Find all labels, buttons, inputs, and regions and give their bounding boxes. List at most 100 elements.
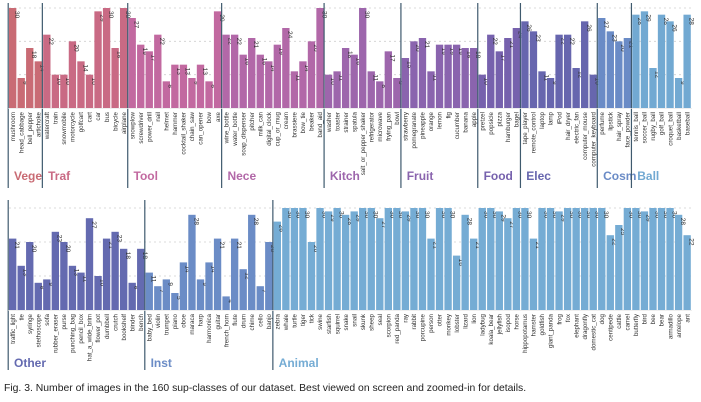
bar bbox=[444, 208, 452, 310]
value-label: 26 bbox=[670, 24, 677, 32]
bar bbox=[119, 8, 128, 108]
value-label: 21 bbox=[13, 242, 20, 250]
category-label: computer_keyboard bbox=[590, 111, 597, 166]
figure-caption: Fig. 3. Number of images in the 160 sup-… bbox=[4, 383, 527, 394]
bar bbox=[683, 235, 691, 310]
value-label: 17 bbox=[150, 54, 157, 62]
category-label: watercraft bbox=[44, 112, 51, 140]
bar bbox=[393, 78, 401, 108]
value-label: 30 bbox=[337, 211, 344, 219]
bar bbox=[495, 211, 503, 310]
category-label: lion bbox=[471, 313, 478, 323]
bar bbox=[538, 71, 546, 108]
category-label: beaker bbox=[309, 112, 316, 131]
value-label: 30 bbox=[653, 211, 660, 219]
value-label: 18 bbox=[346, 51, 353, 59]
value-label: 9 bbox=[47, 282, 54, 286]
category-label: zebra bbox=[275, 313, 282, 329]
category-label: purse bbox=[61, 313, 68, 329]
category-label: croquet_ball bbox=[667, 112, 674, 146]
category-label: wine_bottle bbox=[223, 111, 230, 144]
bar bbox=[393, 208, 401, 310]
category-label: bookshelf bbox=[121, 314, 128, 341]
category-label: bell_pepper bbox=[27, 112, 34, 144]
group-label: Ball bbox=[637, 169, 659, 183]
value-label: 23 bbox=[611, 34, 618, 42]
bar bbox=[128, 282, 136, 310]
category-label: soccer_ball bbox=[642, 112, 649, 143]
value-label: 11 bbox=[150, 276, 157, 283]
category-label: antelope bbox=[676, 313, 683, 337]
category-label: power_drill bbox=[146, 112, 153, 142]
value-label: 22 bbox=[611, 238, 618, 246]
category-label: banjo bbox=[266, 313, 273, 329]
bar bbox=[470, 48, 478, 108]
bar bbox=[470, 238, 478, 310]
bar bbox=[512, 28, 521, 108]
value-label: 30 bbox=[594, 211, 601, 219]
category-label: microwave bbox=[377, 111, 384, 141]
bar bbox=[60, 242, 68, 310]
bar bbox=[68, 265, 77, 310]
value-label: 9 bbox=[551, 81, 558, 85]
group-label: Nece bbox=[227, 169, 256, 183]
category-label: perfume bbox=[599, 111, 606, 134]
value-label: 27 bbox=[380, 221, 387, 229]
value-label: 21 bbox=[534, 242, 541, 250]
group-label: Inst bbox=[151, 356, 172, 370]
value-label: 9 bbox=[192, 81, 199, 85]
value-label: 11 bbox=[431, 74, 438, 81]
value-label: 9 bbox=[201, 282, 208, 286]
value-label: 30 bbox=[13, 11, 20, 19]
category-label: flute bbox=[232, 313, 239, 325]
category-label: bicycle bbox=[112, 111, 119, 130]
bar bbox=[9, 238, 17, 310]
category-label: band_aid bbox=[317, 111, 324, 137]
bar bbox=[324, 74, 333, 108]
bar bbox=[171, 64, 179, 108]
category-label: spatula bbox=[351, 111, 358, 132]
value-label: 26 bbox=[585, 24, 592, 32]
value-label: 21 bbox=[423, 41, 430, 49]
group-label: Elec bbox=[526, 169, 551, 183]
bar bbox=[435, 208, 444, 310]
value-label: 10 bbox=[329, 78, 336, 86]
bar bbox=[68, 41, 77, 109]
bar bbox=[529, 238, 538, 310]
bar bbox=[111, 231, 119, 310]
category-label: bow bbox=[206, 111, 213, 123]
value-label: 30 bbox=[107, 11, 114, 19]
value-label: 30 bbox=[414, 211, 421, 219]
bar bbox=[410, 208, 418, 310]
bar bbox=[9, 8, 17, 108]
bar bbox=[384, 208, 392, 310]
category-label: iPod bbox=[556, 111, 563, 124]
category-label: bear bbox=[659, 314, 666, 326]
category-label: frying_pan bbox=[386, 111, 393, 140]
category-label: person bbox=[428, 313, 435, 332]
value-label: 30 bbox=[636, 211, 643, 219]
bar bbox=[376, 218, 384, 310]
bar bbox=[230, 34, 239, 108]
category-label: rabbit bbox=[411, 314, 418, 330]
category-label: centipede bbox=[607, 313, 614, 340]
category-label: strawberry bbox=[403, 111, 410, 141]
value-label: 27 bbox=[132, 21, 139, 29]
value-label: 20 bbox=[73, 44, 80, 52]
bar bbox=[188, 78, 196, 108]
category-label: digital_clock bbox=[266, 111, 273, 146]
category-label: rubber_eraser bbox=[53, 314, 60, 353]
bar bbox=[521, 208, 529, 310]
category-label: oboe bbox=[181, 313, 188, 327]
value-label: 17 bbox=[500, 54, 507, 62]
category-label: koala_bear bbox=[488, 314, 495, 345]
value-label: 29 bbox=[645, 214, 652, 222]
bar bbox=[495, 51, 503, 108]
value-label: 27 bbox=[602, 21, 609, 29]
bar bbox=[478, 208, 486, 310]
bar bbox=[171, 293, 179, 310]
bar bbox=[640, 11, 649, 108]
bar bbox=[111, 48, 119, 108]
bar bbox=[504, 38, 512, 108]
bar bbox=[60, 74, 68, 108]
